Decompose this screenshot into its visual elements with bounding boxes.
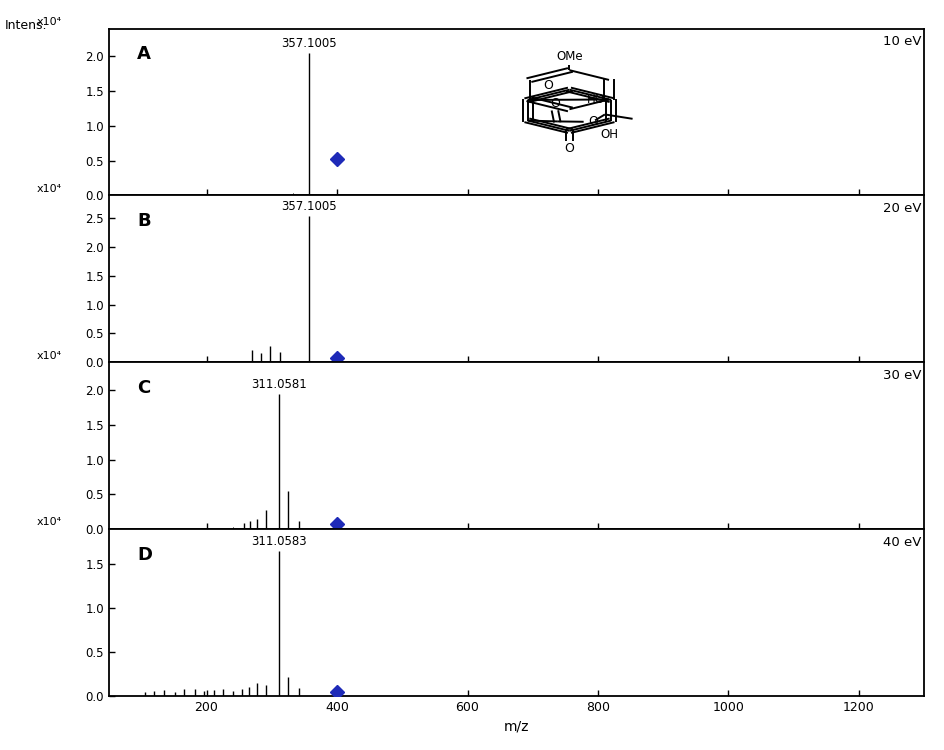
Text: 10 eV: 10 eV (883, 35, 920, 48)
X-axis label: m/z: m/z (503, 719, 529, 734)
Text: 20 eV: 20 eV (883, 202, 920, 215)
Text: x10⁴: x10⁴ (37, 518, 62, 527)
Text: A: A (137, 45, 151, 63)
Text: Intens.: Intens. (5, 19, 47, 32)
Text: B: B (137, 212, 151, 230)
Text: 357.1005: 357.1005 (281, 38, 336, 50)
Text: 40 eV: 40 eV (883, 536, 920, 549)
Text: C: C (137, 379, 150, 397)
Text: 30 eV: 30 eV (883, 369, 920, 382)
Text: x10⁴: x10⁴ (37, 184, 62, 194)
Text: 357.1005: 357.1005 (281, 200, 336, 213)
Text: D: D (137, 546, 152, 564)
Text: x10⁴: x10⁴ (37, 350, 62, 361)
Text: 311.0581: 311.0581 (251, 378, 307, 391)
Text: 311.0583: 311.0583 (251, 536, 307, 548)
Text: x10⁴: x10⁴ (37, 16, 62, 27)
